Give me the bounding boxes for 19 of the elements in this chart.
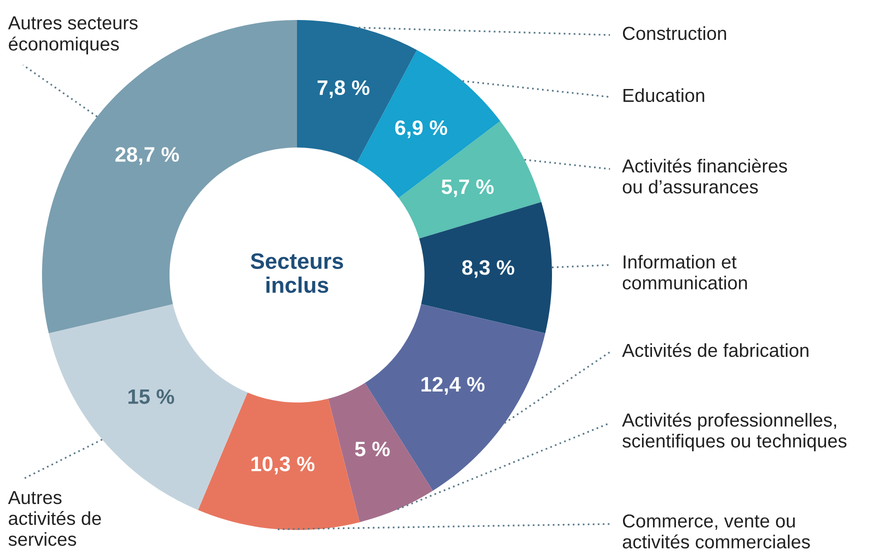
slice-label: Autres secteurs économiques — [8, 16, 138, 54]
slice-label: Information et communication — [622, 254, 747, 290]
data-label: 5 % — [355, 442, 390, 456]
slice-label: Commerce, vente ou activités commerciales — [622, 514, 810, 548]
slice-label: Activités professionnelles, scientifiques ou techniques — [622, 412, 846, 452]
slice-label: Construction — [622, 26, 726, 40]
data-label: 12,4 % — [422, 376, 485, 395]
data-label: 10,3 % — [251, 456, 314, 474]
slice-label: Education — [624, 88, 704, 102]
slice-label: Activités de fabrication — [622, 343, 808, 358]
text: Secteurs inclus — [250, 253, 344, 293]
data-label: 8,3 % — [462, 260, 514, 278]
data-label: 15 % — [128, 389, 174, 404]
data-label: 28,7 % — [115, 147, 179, 165]
data-label: 7,8 % — [318, 80, 370, 98]
slice-label: Autres activités de services — [8, 491, 101, 546]
slice-label: Activités financières ou d’assurances — [622, 158, 788, 194]
data-label: 6,9 % — [395, 120, 448, 138]
data-label: 5,7 % — [442, 179, 494, 198]
